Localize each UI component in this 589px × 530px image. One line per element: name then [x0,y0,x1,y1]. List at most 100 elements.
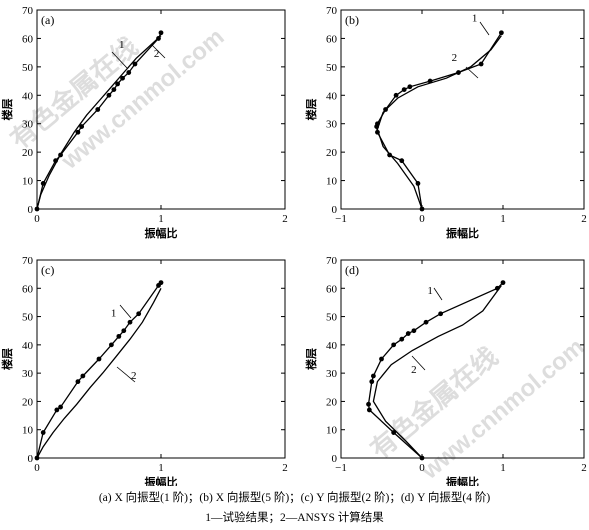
data-point [136,311,142,317]
data-point [116,333,122,339]
y-tick-label: 70 [326,255,338,267]
y-tick-label: 20 [22,396,34,408]
data-point [158,280,164,286]
y-tick-label: 40 [326,90,338,102]
leader-line [433,287,443,301]
panel-label: (a) [41,13,54,27]
data-point [115,81,120,87]
x-axis-label: 振幅比 [446,226,479,240]
data-point [120,75,125,81]
x-tick-label: −1 [335,213,347,225]
y-tick-label: 20 [22,147,34,159]
data-point [158,30,164,36]
leader-line [111,51,128,69]
y-tick-label: 30 [22,368,34,380]
data-point [80,373,86,379]
x-tick-label: 1 [158,213,164,225]
leader-line [151,44,166,59]
y-tick-label: 60 [22,33,34,45]
x-tick-label: −1 [335,462,347,474]
y-tick-label: 0 [332,453,338,465]
y-axis-label: 楼层 [0,348,14,370]
data-point [500,280,506,286]
data-point [126,70,132,75]
series-tag-1: 1 [119,39,125,51]
x-tick-label: 2 [282,213,288,225]
data-point [95,107,101,112]
leader-line [411,355,426,371]
series-line-2 [36,35,162,210]
data-point [393,92,399,98]
y-tick-label: 0 [332,204,338,216]
y-tick-label: 30 [326,119,338,131]
data-point [366,401,371,407]
y-tick-label: 50 [22,62,34,74]
data-point [75,379,81,385]
data-point [498,30,504,36]
data-point [96,356,102,362]
data-point [132,61,138,67]
data-point [58,404,63,410]
series-tag-1: 1 [427,285,433,297]
y-tick-label: 30 [326,368,338,380]
figure-canvas: 有色金属在线www.cnnmol.com有色金属在线www.cnnmol.com… [0,5,589,486]
data-point [40,181,46,186]
data-point [369,379,375,385]
y-axis-label: 楼层 [304,348,318,370]
y-tick-label: 10 [22,176,34,188]
x-axis-label: 振幅比 [446,475,479,486]
series-tag-1: 1 [111,308,117,320]
y-tick-label: 30 [22,119,34,131]
plot-frame [36,259,286,459]
data-point [127,319,133,325]
data-point [478,61,484,67]
x-tick-label: 2 [581,462,587,474]
x-tick-label: 0 [34,462,40,474]
x-tick-label: 2 [581,213,587,225]
y-tick-label: 40 [22,90,34,102]
y-tick-label: 60 [22,283,34,295]
data-point [40,430,46,435]
series-line-2 [376,35,502,210]
y-axis-label: 楼层 [0,99,14,121]
y-axis-label: 楼层 [304,99,318,121]
x-tick-label: 2 [282,462,288,474]
y-tick-label: 60 [326,283,338,295]
data-point [405,331,411,336]
data-point [111,87,117,92]
data-point [391,430,397,435]
y-tick-label: 10 [326,425,338,437]
data-point [366,407,372,413]
y-tick-label: 10 [326,176,338,188]
data-point [79,124,85,129]
data-point [423,319,429,325]
y-tick-label: 70 [22,255,34,267]
panel-label: (c) [41,263,54,277]
series-line-1 [36,282,162,459]
data-point [371,373,376,379]
y-tick-label: 0 [28,453,34,465]
leader-line [465,66,479,79]
series-tag-1: 1 [472,12,478,24]
y-tick-label: 70 [22,5,34,17]
plot-frame [340,9,585,210]
leader-line [116,366,136,383]
x-tick-label: 1 [158,462,164,474]
figure-caption-subpanels: (a) X 向振型(1 阶)；(b) X 向振型(5 阶)；(c) Y 向振型(… [98,492,491,504]
y-tick-label: 70 [326,5,338,17]
data-point [379,356,384,362]
data-point [438,311,444,317]
data-point [121,328,127,334]
x-tick-label: 0 [419,462,425,474]
x-tick-label: 0 [419,213,425,225]
y-tick-label: 20 [326,396,338,408]
chart-panel-a: 0 10 20 30 40 50 60 70 0 1 2 振幅比 楼层 (a) 1 2 [0,5,288,240]
leader-line [479,21,490,36]
x-tick-label: 1 [500,213,506,225]
y-tick-label: 60 [326,33,338,45]
data-point [399,336,405,342]
y-tick-label: 50 [326,62,338,74]
data-point [415,181,421,186]
